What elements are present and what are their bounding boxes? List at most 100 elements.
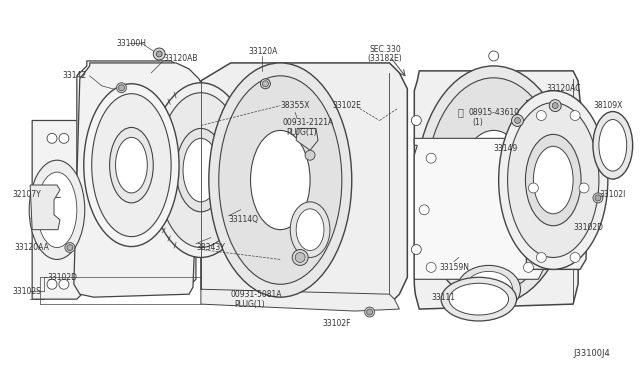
Circle shape	[292, 250, 308, 265]
Ellipse shape	[465, 271, 513, 307]
Circle shape	[262, 81, 268, 87]
Circle shape	[426, 153, 436, 163]
Ellipse shape	[459, 131, 529, 240]
Circle shape	[59, 134, 69, 143]
Ellipse shape	[499, 91, 608, 269]
Ellipse shape	[599, 119, 627, 171]
Text: 33120AA: 33120AA	[14, 243, 49, 252]
Circle shape	[570, 110, 580, 121]
Ellipse shape	[109, 128, 153, 203]
Polygon shape	[201, 289, 399, 311]
Text: (33182E): (33182E)	[367, 54, 403, 64]
Circle shape	[412, 244, 421, 254]
Text: 33120AB: 33120AB	[163, 54, 198, 64]
Text: (1): (1)	[473, 118, 484, 127]
Ellipse shape	[441, 277, 516, 321]
Polygon shape	[74, 63, 201, 297]
Text: 00931-5081A: 00931-5081A	[230, 290, 282, 299]
Circle shape	[47, 279, 57, 289]
Text: 33120AC: 33120AC	[547, 84, 580, 93]
Ellipse shape	[449, 283, 509, 315]
Polygon shape	[414, 71, 580, 309]
Circle shape	[67, 205, 77, 215]
Ellipse shape	[508, 103, 599, 257]
Ellipse shape	[37, 172, 77, 247]
Polygon shape	[201, 63, 407, 304]
Circle shape	[549, 100, 561, 112]
Circle shape	[37, 205, 47, 215]
Circle shape	[566, 116, 576, 125]
Circle shape	[118, 85, 124, 91]
Circle shape	[511, 115, 524, 126]
Ellipse shape	[250, 131, 310, 230]
Circle shape	[529, 183, 538, 193]
Circle shape	[67, 244, 73, 250]
Ellipse shape	[416, 66, 571, 304]
Circle shape	[47, 134, 57, 143]
Text: 33102E: 33102E	[332, 101, 361, 110]
Circle shape	[515, 118, 520, 124]
Text: 33102F: 33102F	[322, 320, 351, 328]
Text: J33100J4: J33100J4	[573, 349, 610, 358]
Circle shape	[412, 116, 421, 125]
Text: 38343Y: 38343Y	[196, 243, 225, 252]
Text: 33102S: 33102S	[12, 287, 41, 296]
Circle shape	[533, 205, 543, 215]
Circle shape	[65, 243, 75, 253]
Text: 33142: 33142	[62, 71, 86, 80]
Text: 33120A: 33120A	[248, 46, 278, 55]
Circle shape	[365, 307, 374, 317]
Text: 33102I: 33102I	[600, 190, 627, 199]
Circle shape	[116, 83, 127, 93]
Ellipse shape	[457, 265, 520, 313]
Ellipse shape	[296, 209, 324, 250]
Circle shape	[524, 262, 533, 272]
Circle shape	[59, 279, 69, 289]
Circle shape	[536, 253, 547, 262]
Text: 08915-43610: 08915-43610	[469, 108, 520, 117]
Text: 00931-2121A: 00931-2121A	[282, 118, 333, 127]
Polygon shape	[77, 61, 196, 294]
Text: 33149: 33149	[493, 144, 518, 153]
Text: PLUG(1): PLUG(1)	[235, 299, 265, 309]
Polygon shape	[527, 101, 588, 269]
Text: 33102D: 33102D	[47, 273, 77, 282]
Ellipse shape	[149, 83, 253, 257]
Text: 33159N: 33159N	[439, 263, 469, 272]
Circle shape	[570, 253, 580, 262]
Circle shape	[489, 309, 499, 319]
Text: 33114Q: 33114Q	[228, 215, 259, 224]
Circle shape	[566, 244, 576, 254]
Text: SEC.330: SEC.330	[370, 45, 401, 54]
Ellipse shape	[116, 137, 147, 193]
Text: 32107Y: 32107Y	[12, 190, 41, 199]
Ellipse shape	[176, 128, 226, 212]
Circle shape	[595, 195, 601, 201]
Polygon shape	[30, 185, 60, 230]
Circle shape	[419, 205, 429, 215]
Ellipse shape	[219, 76, 342, 284]
Polygon shape	[296, 128, 318, 150]
Text: PLUG(1): PLUG(1)	[286, 128, 317, 137]
Ellipse shape	[533, 146, 573, 214]
Ellipse shape	[92, 94, 171, 237]
Circle shape	[153, 48, 165, 60]
Circle shape	[489, 51, 499, 61]
Ellipse shape	[29, 160, 84, 259]
Ellipse shape	[290, 202, 330, 257]
Text: 38355X: 38355X	[280, 101, 310, 110]
Circle shape	[552, 103, 558, 109]
Circle shape	[305, 150, 315, 160]
Circle shape	[260, 79, 270, 89]
Ellipse shape	[593, 112, 633, 179]
Circle shape	[295, 253, 305, 262]
Ellipse shape	[209, 63, 352, 297]
Circle shape	[524, 153, 533, 163]
Ellipse shape	[84, 84, 179, 247]
Ellipse shape	[183, 138, 219, 202]
Text: 38109X: 38109X	[593, 101, 622, 110]
Polygon shape	[414, 138, 547, 279]
Text: Ⓦ: Ⓦ	[458, 108, 464, 118]
Ellipse shape	[157, 93, 244, 247]
Circle shape	[156, 51, 162, 57]
